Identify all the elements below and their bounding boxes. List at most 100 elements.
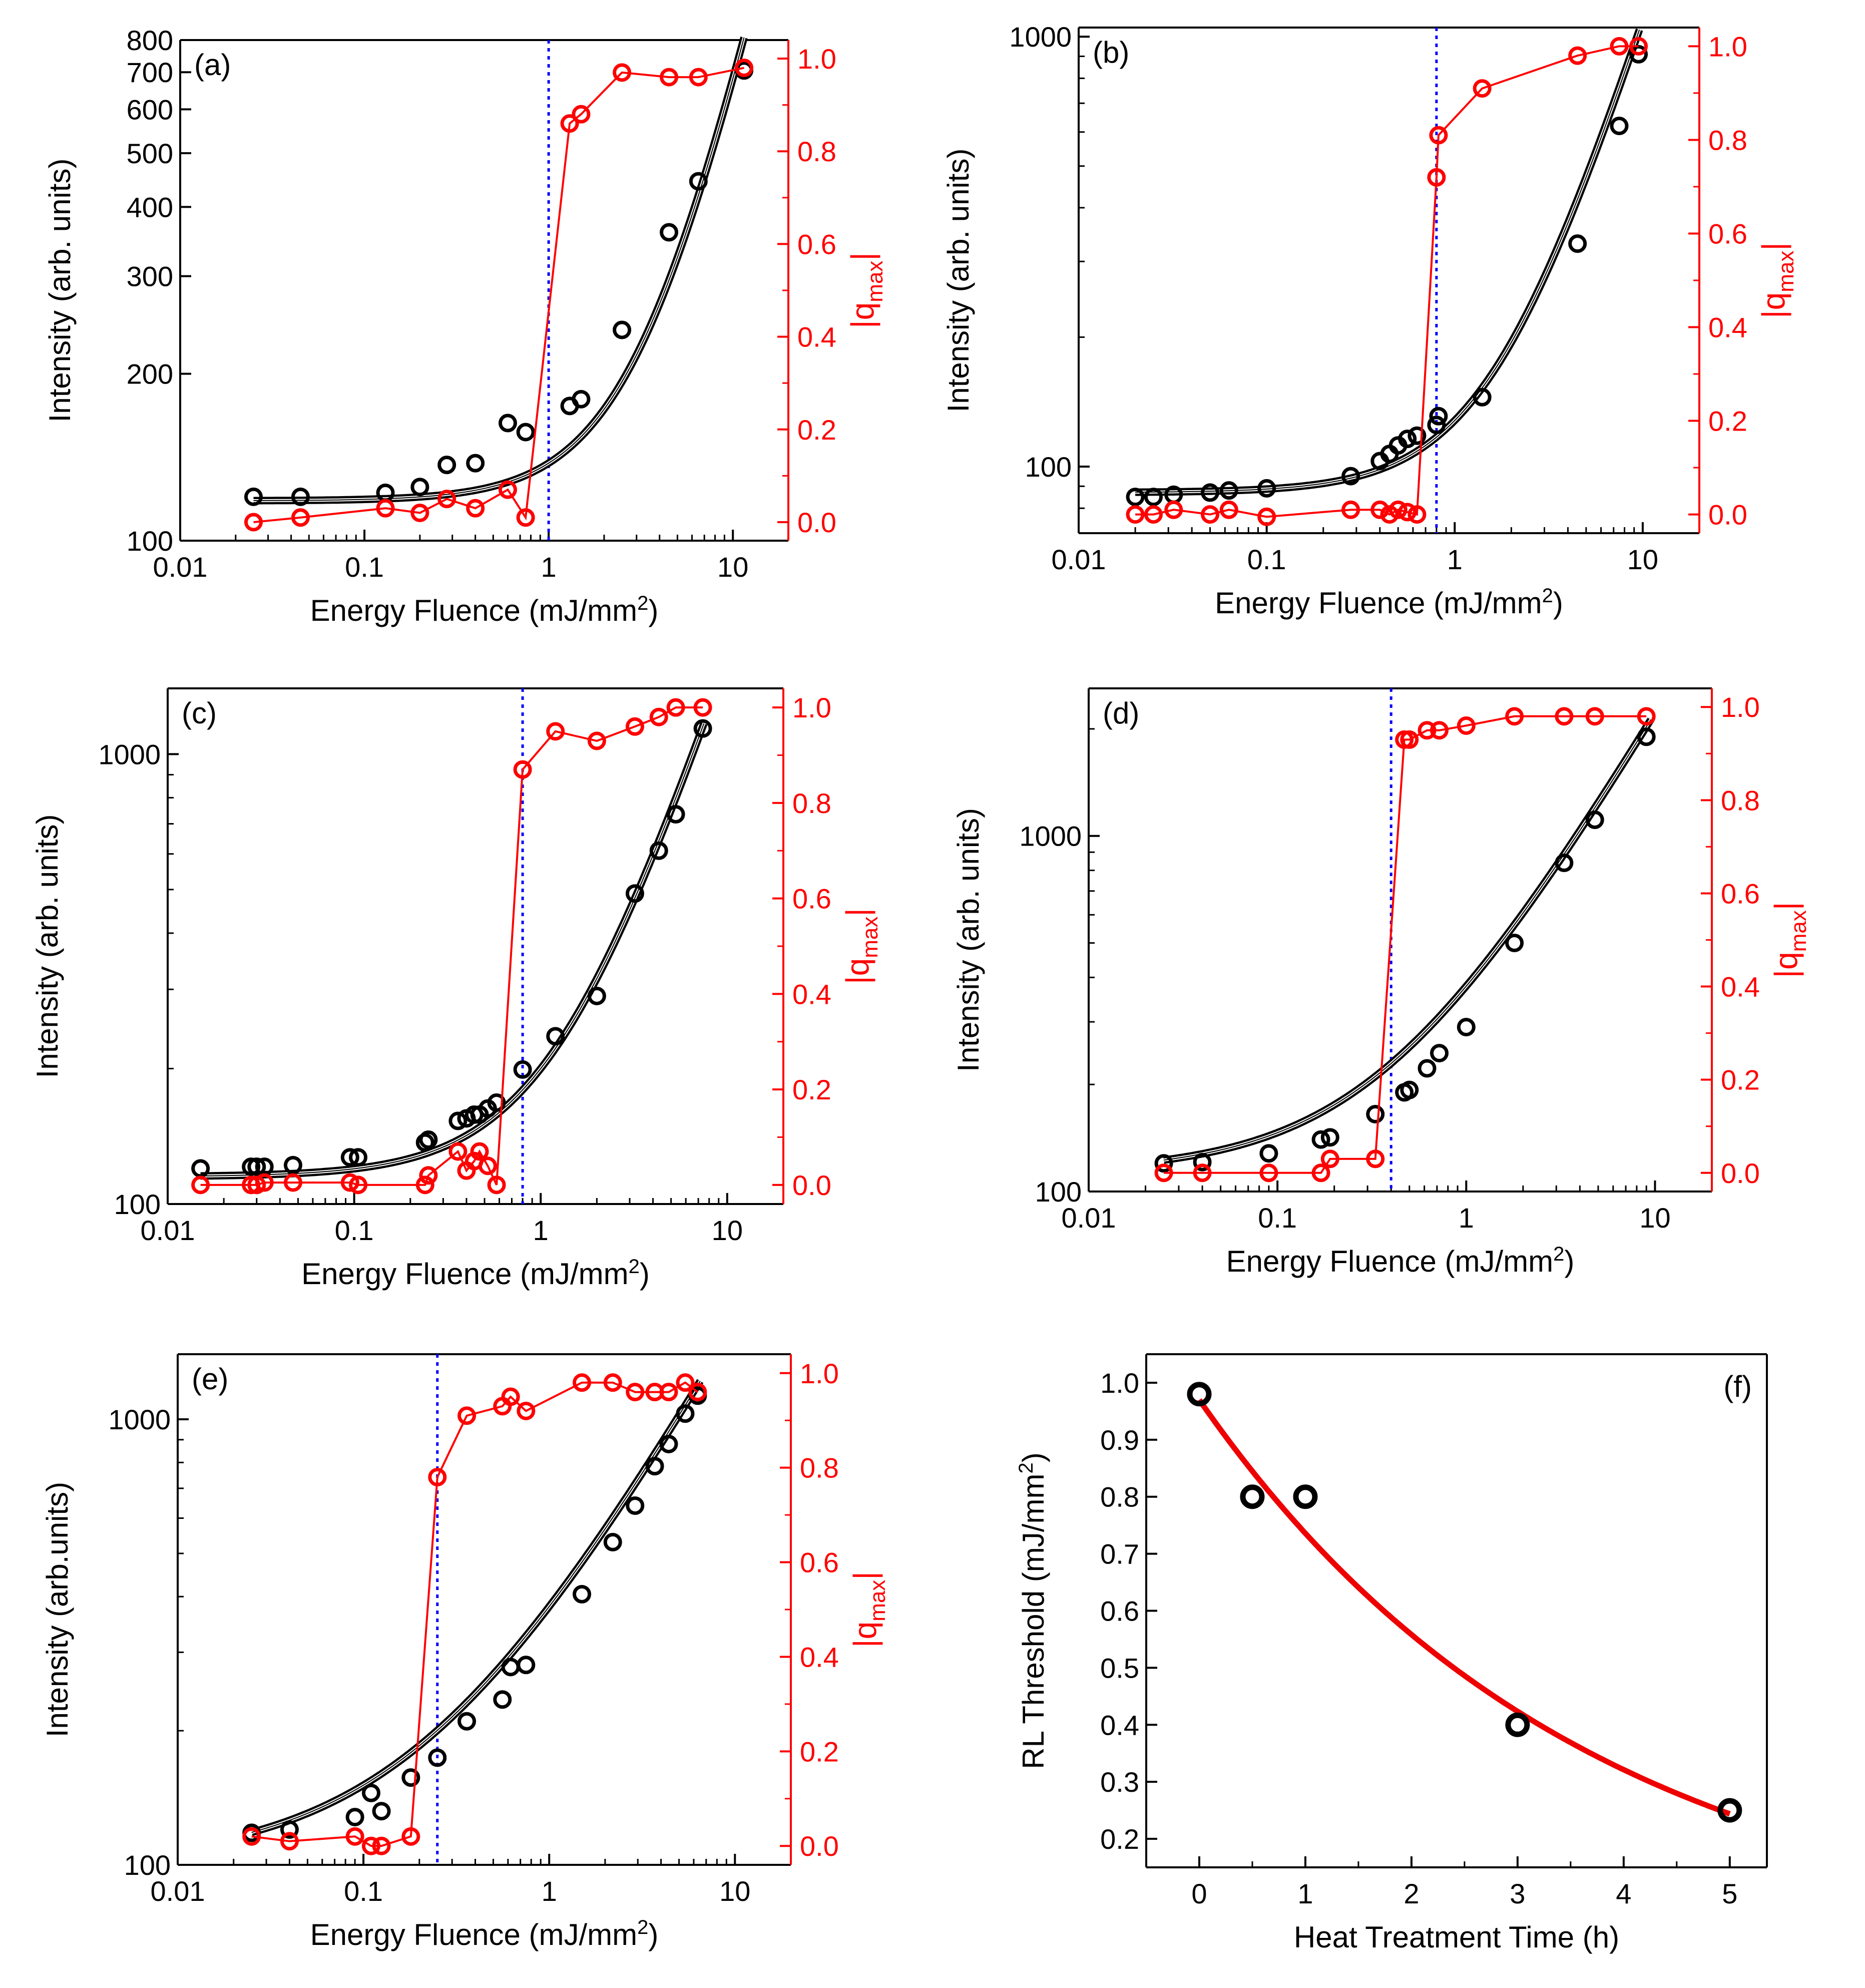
y2-tick-label: 0.2 [1708,406,1747,437]
x-tick-label: 0.1 [345,551,384,583]
qmax-point [498,480,517,499]
y-axis-label-main: Intensity (arb. units) [952,808,985,1072]
qmax-point [660,68,679,87]
y2-label-end: | [1755,242,1791,251]
x-axis-label-end: ) [648,594,658,627]
y2-axis-label: |qmax| [1755,242,1798,318]
qmax-point [1629,37,1648,56]
qmax-point [255,1173,274,1192]
y2-label-end: | [844,252,880,261]
fit-curve-inner [1135,29,1641,494]
qmax-point [428,1468,447,1487]
panel-label: (c) [182,696,217,730]
data-point [1193,1152,1212,1171]
x-tick-label: 1 [542,1875,557,1907]
x-axis-label-end: ) [648,1918,658,1951]
qmax-point [573,1373,592,1392]
qmax-point [1164,500,1183,519]
data-point [1457,1018,1476,1037]
chart-panel-f: 0 1 2 3 4 5 0.2 0.3 0.4 0.5 0.6 0.7 0.8 0.9 1.0 Heat Tr… [1015,1353,1768,1954]
qmax-point [1259,1163,1278,1182]
data-point [587,986,606,1005]
data-point [1717,1798,1742,1823]
fit-curve [1197,1398,1731,1817]
y2-axis-label: |qmax| [839,908,882,984]
x-axis-label-sup: 2 [629,1256,640,1278]
data-point [1505,1712,1530,1737]
y-axis-label: Intensity (arb. units) [952,808,985,1072]
data-point [401,1768,420,1787]
data-point [1154,1154,1173,1173]
x-tick-label: 1 [533,1215,549,1246]
data-point [1473,387,1492,407]
fit-curve-inner [200,723,706,1177]
data-point [244,487,263,506]
data-point [419,1130,438,1149]
y-tick-label: 100 [114,1188,161,1220]
x-tick-label: 10 [1627,544,1658,575]
data-point [1144,488,1163,507]
y2-tick-label: 0.6 [800,1547,839,1578]
x-axis-label-end: ) [640,1257,650,1291]
y2-tick-label: 1.0 [1708,31,1747,62]
panel-label: (e) [192,1362,228,1396]
data-point [1398,430,1417,449]
qmax-point [1341,500,1360,519]
data-point [247,1157,266,1176]
x-axis-label-end: ) [1564,1245,1574,1278]
x-axis-label-sup: 2 [637,1916,648,1938]
x-tick-label: 3 [1510,1878,1525,1909]
y-tick-label: 800 [127,25,173,56]
y-tick-label: 0.8 [1100,1481,1139,1513]
y-axis-label-main: Intensity (arb.units) [41,1482,74,1737]
x-tick-label: 1 [1297,1878,1313,1909]
x-axis-label: Heat Treatment Time (h) [1294,1920,1619,1954]
x-tick-label: 1 [1459,1202,1474,1234]
qmax-point [1257,507,1276,526]
x-axis-label: Energy Fluence (mJ/mm2) [310,1916,659,1951]
y-tick-label: 0.9 [1100,1424,1139,1456]
qmax-point [649,707,668,726]
qmax-point [1398,503,1417,522]
y-axis-label-sup: 2 [1015,1462,1037,1473]
qmax-point [345,1827,364,1846]
qmax-point [401,1827,420,1846]
data-point [546,1027,565,1046]
qmax-point [735,59,754,78]
fit-curve-center [1135,29,1640,493]
y-tick-label: 100 [124,1849,171,1881]
data-point [466,454,485,473]
panel-label: (d) [1103,696,1139,730]
y2-label-main: |q [844,302,880,328]
qmax-point [1427,168,1446,187]
y-axis-label-main: Intensity (arb. units) [31,815,64,1078]
x-tick-label: 0.1 [1247,544,1286,575]
y2-tick-label: 0.8 [792,787,831,819]
data-point [1126,488,1145,507]
y-tick-label: 100 [127,525,173,557]
qmax-point [587,731,606,750]
data-point [625,884,644,903]
y-axis-label: RL Threshold (mJ/mm2) [1015,1452,1050,1769]
chart-panel-d: 0.01 0.1 1 10 100 1000 0.0 0.2 0.4 0.6 0.8 1.0 Energ… [952,687,1811,1278]
x-axis-label: Energy Fluence (mJ/mm2) [1226,1243,1575,1278]
qmax-point [1201,505,1220,524]
x-axis-label-sup: 2 [1553,1243,1564,1265]
qmax-point [625,717,644,736]
y-tick-label: 0.3 [1100,1766,1139,1798]
y2-label-main: |q [1755,292,1791,318]
data-point [689,172,708,191]
qmax-point [1126,505,1145,524]
qmax-point [1366,1149,1385,1168]
y-tick-label: 600 [127,94,173,125]
y2-tick-label: 0.8 [800,1452,839,1484]
y2-tick-label: 0.4 [797,321,836,353]
qmax-point [1568,46,1587,65]
data-point [513,1060,532,1079]
x-axis-label-main: Energy Fluence (mJ/mm [1226,1245,1554,1278]
data-point [1427,416,1446,435]
data-point [1240,1484,1265,1509]
data-point [649,841,668,860]
y2-axis-label: |qmax| [1768,902,1811,978]
